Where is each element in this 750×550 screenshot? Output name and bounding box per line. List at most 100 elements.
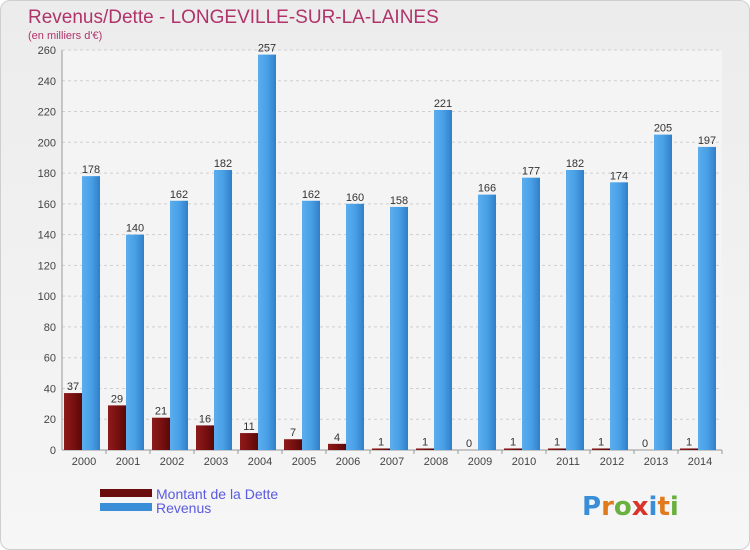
y-tick-label: 140 [38, 230, 56, 242]
logo-letter: i [649, 492, 658, 522]
bar-revenus [82, 176, 100, 450]
logo-letter: i [670, 492, 679, 522]
data-label-dette: 16 [199, 413, 211, 425]
bar-revenus [522, 177, 540, 450]
data-label-revenus: 177 [522, 166, 540, 178]
bar-dette [504, 448, 522, 450]
x-tick-label: 2011 [556, 456, 580, 468]
y-tick-label: 120 [38, 260, 56, 272]
data-label-revenus: 140 [126, 223, 144, 235]
bar-dette [592, 448, 610, 450]
x-tick-label: 2003 [204, 456, 228, 468]
y-tick-label: 100 [38, 291, 56, 303]
data-label-dette: 1 [422, 436, 428, 448]
data-label-dette: 37 [67, 381, 79, 393]
y-tick-label: 220 [38, 107, 56, 119]
bar-revenus [478, 194, 496, 450]
legend-label-debt: Montant de la Dette [156, 486, 278, 502]
data-label-dette: 11 [243, 421, 254, 433]
bar-revenus [698, 146, 716, 450]
bar-dette [680, 448, 698, 450]
bar-dette [152, 417, 170, 450]
bar-revenus [610, 182, 628, 451]
y-tick-label: 260 [38, 45, 56, 57]
bar-dette [196, 425, 214, 450]
bar-revenus [258, 54, 276, 450]
data-label-dette: 1 [686, 436, 692, 448]
bar-revenus [126, 234, 144, 450]
x-tick-label: 2013 [644, 456, 668, 468]
y-tick-label: 200 [38, 137, 56, 149]
x-tick-label: 2004 [248, 456, 272, 468]
data-label-revenus: 178 [82, 164, 100, 176]
legend-swatch-revenus [100, 503, 152, 511]
bar-revenus [302, 200, 320, 450]
logo-letter: o [614, 492, 632, 522]
data-label-revenus: 162 [170, 189, 188, 201]
legend-swatch-debt [100, 489, 152, 497]
y-tick-label: 180 [38, 168, 56, 180]
data-label-revenus: 174 [610, 170, 628, 182]
x-tick-label: 2006 [336, 456, 360, 468]
bar-revenus [434, 110, 452, 450]
proxiti-logo: Proxiti [582, 492, 679, 522]
y-tick-label: 40 [44, 383, 56, 395]
x-tick-label: 2002 [160, 456, 184, 468]
logo-letter: P [582, 492, 601, 522]
data-label-revenus: 197 [698, 135, 716, 147]
chart-subtitle: (en milliers d'€) [28, 30, 103, 42]
bar-dette [548, 448, 566, 450]
logo-letter: x [632, 492, 649, 522]
legend-label-revenus: Revenus [156, 500, 211, 516]
legend: Montant de la Dette Revenus [100, 486, 278, 516]
x-tick-label: 2001 [116, 456, 140, 468]
bar-dette [64, 393, 82, 450]
bar-dette [372, 448, 390, 450]
data-label-revenus: 205 [654, 123, 672, 135]
x-tick-label: 2007 [380, 456, 404, 468]
data-label-revenus: 160 [346, 192, 364, 204]
bar-dette [108, 405, 126, 450]
bar-revenus [346, 203, 364, 450]
x-tick-label: 2010 [512, 456, 536, 468]
data-label-dette: 7 [290, 427, 296, 439]
data-label-revenus: 257 [258, 43, 276, 55]
bar-revenus [390, 206, 408, 450]
y-tick-label: 240 [38, 76, 56, 88]
y-tick-label: 160 [38, 199, 56, 211]
y-tick-label: 80 [44, 322, 56, 334]
x-tick-label: 2014 [688, 456, 712, 468]
data-label-dette: 0 [466, 438, 472, 450]
data-label-revenus: 221 [434, 98, 452, 110]
x-tick-label: 2009 [468, 456, 492, 468]
bar-revenus [566, 170, 584, 450]
data-label-revenus: 182 [566, 158, 584, 170]
chart-title: Revenus/Dette - LONGEVILLE-SUR-LA-LAINES [28, 7, 439, 28]
y-tick-label: 0 [50, 445, 56, 457]
data-label-revenus: 158 [390, 195, 408, 207]
data-label-revenus: 166 [478, 183, 496, 195]
x-tick-label: 2012 [600, 456, 624, 468]
x-tick-label: 2008 [424, 456, 448, 468]
data-label-revenus: 162 [302, 189, 320, 201]
bar-revenus [214, 170, 232, 450]
y-tick-label: 60 [44, 353, 56, 365]
bar-revenus [654, 134, 672, 450]
y-tick-label: 20 [44, 414, 56, 426]
bar-dette [328, 443, 346, 450]
bar-dette [284, 439, 302, 450]
data-label-dette: 4 [334, 432, 340, 444]
bar-dette [240, 433, 258, 450]
data-label-dette: 1 [378, 436, 384, 448]
data-label-dette: 29 [111, 393, 123, 405]
plot-area: 0204060801001201401601802002202402603717… [38, 43, 723, 468]
bar-dette [416, 448, 434, 450]
logo-letter: t [657, 492, 669, 522]
x-tick-label: 2005 [292, 456, 316, 468]
data-label-revenus: 182 [214, 158, 232, 170]
data-label-dette: 21 [155, 406, 167, 418]
data-label-dette: 1 [598, 436, 604, 448]
x-tick-label: 2000 [72, 456, 96, 468]
logo-text: Proxiti [582, 492, 679, 522]
